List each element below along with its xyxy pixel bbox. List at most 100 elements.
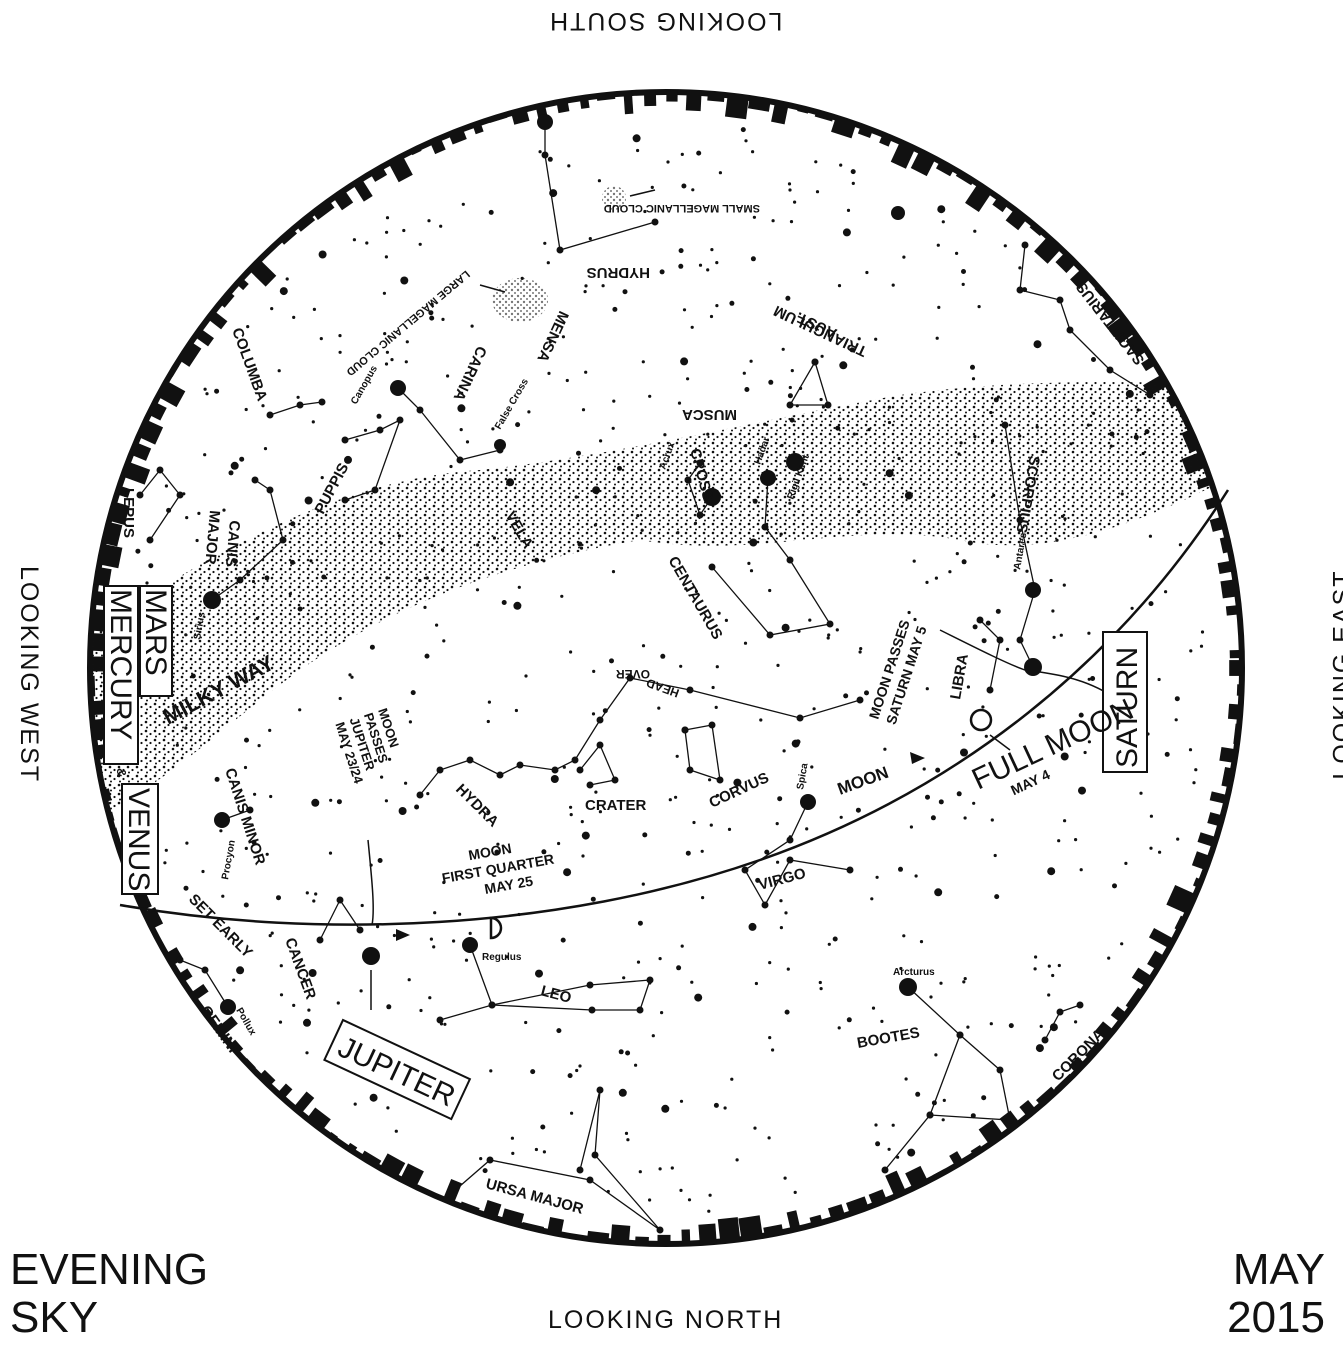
background-star [743,641,748,645]
background-star [1062,583,1066,587]
background-star [966,685,971,689]
antares-star [1025,582,1041,598]
background-star [1199,644,1204,648]
background-star [228,470,234,476]
skyline-building [257,1069,276,1088]
lepus-label: LEPUS [120,488,137,538]
background-star [1093,535,1097,539]
background-star [1083,750,1087,755]
skyline-building [1055,251,1078,273]
background-star [687,1198,692,1202]
background-star [613,495,617,499]
background-star [962,980,966,984]
background-star [1018,266,1022,270]
background-star [535,969,543,978]
background-star [255,616,259,621]
background-star [185,516,189,520]
leo-label: LEO [539,982,574,1006]
background-star [658,1167,662,1171]
background-star [797,629,801,633]
skyline-building [738,1215,764,1242]
background-star [981,1095,987,1101]
sagittarius-figure-star [1146,391,1154,399]
skyline-building [295,213,316,232]
background-star [1120,942,1124,946]
skyline-building [978,1119,1005,1147]
background-star [385,230,389,234]
background-star [781,347,785,351]
background-star [1047,964,1051,968]
background-star [957,452,961,456]
leo-figure-star [586,981,594,989]
skyline-building [1110,1006,1129,1024]
background-star [384,799,388,803]
background-star [973,229,977,233]
skyline-building [359,1150,382,1169]
skyline-building [1191,851,1213,871]
background-star [385,216,390,220]
background-star [1079,868,1083,872]
background-star [971,377,976,381]
background-star [993,853,997,858]
background-star [786,967,790,971]
background-star [265,852,269,856]
skyline-building [263,243,278,257]
background-star [750,256,756,262]
skyline-building [1005,207,1029,231]
corona-figure-star [1041,1036,1049,1044]
background-star [907,610,911,615]
false-cross-star [494,439,506,451]
bootes-figure-star [956,1031,964,1039]
background-star [288,592,292,596]
smc-pointer [629,189,656,197]
background-star [835,628,839,632]
background-star [443,1022,447,1026]
background-star [569,805,573,809]
bootes-figure [884,986,1011,1171]
background-star [386,1004,392,1010]
background-star [843,693,849,699]
ursa-major-figure-star [596,1086,604,1094]
background-star [489,1069,493,1073]
background-star [578,1064,582,1068]
skyline-building [168,362,180,377]
background-star [700,849,704,853]
background-star [243,765,248,770]
background-star [1059,633,1063,637]
hydrus-figure-star [651,218,659,226]
background-star [492,536,496,540]
skyline-building [448,127,467,145]
background-star [476,543,480,547]
skyline-building [623,90,634,115]
virgo-figure-star [786,836,794,844]
background-star [617,465,622,471]
background-star [307,1008,311,1012]
background-star [955,251,959,255]
background-star [636,960,641,964]
background-star [1005,647,1010,651]
background-star [459,428,463,432]
background-star [735,1158,739,1162]
background-star [1041,449,1045,454]
sirius-star [203,591,221,609]
cross-figure [687,462,713,517]
background-star [534,557,540,563]
background-star [314,892,318,896]
background-star [593,523,598,527]
background-star [386,1106,390,1110]
background-star [1148,601,1154,607]
background-star [563,868,572,877]
background-star [960,748,968,757]
background-star [717,611,721,615]
background-star [641,882,645,886]
arcturus-label: Arcturus [893,967,935,978]
skyline-building [831,115,857,139]
skyline-building [488,112,508,124]
background-star [402,228,406,233]
background-star [708,1193,712,1197]
lepus-figure-star [146,536,154,544]
canis-major-figure-star [266,486,274,494]
libra-figure-star [976,616,984,624]
background-star [290,521,296,527]
background-star [482,1168,488,1174]
